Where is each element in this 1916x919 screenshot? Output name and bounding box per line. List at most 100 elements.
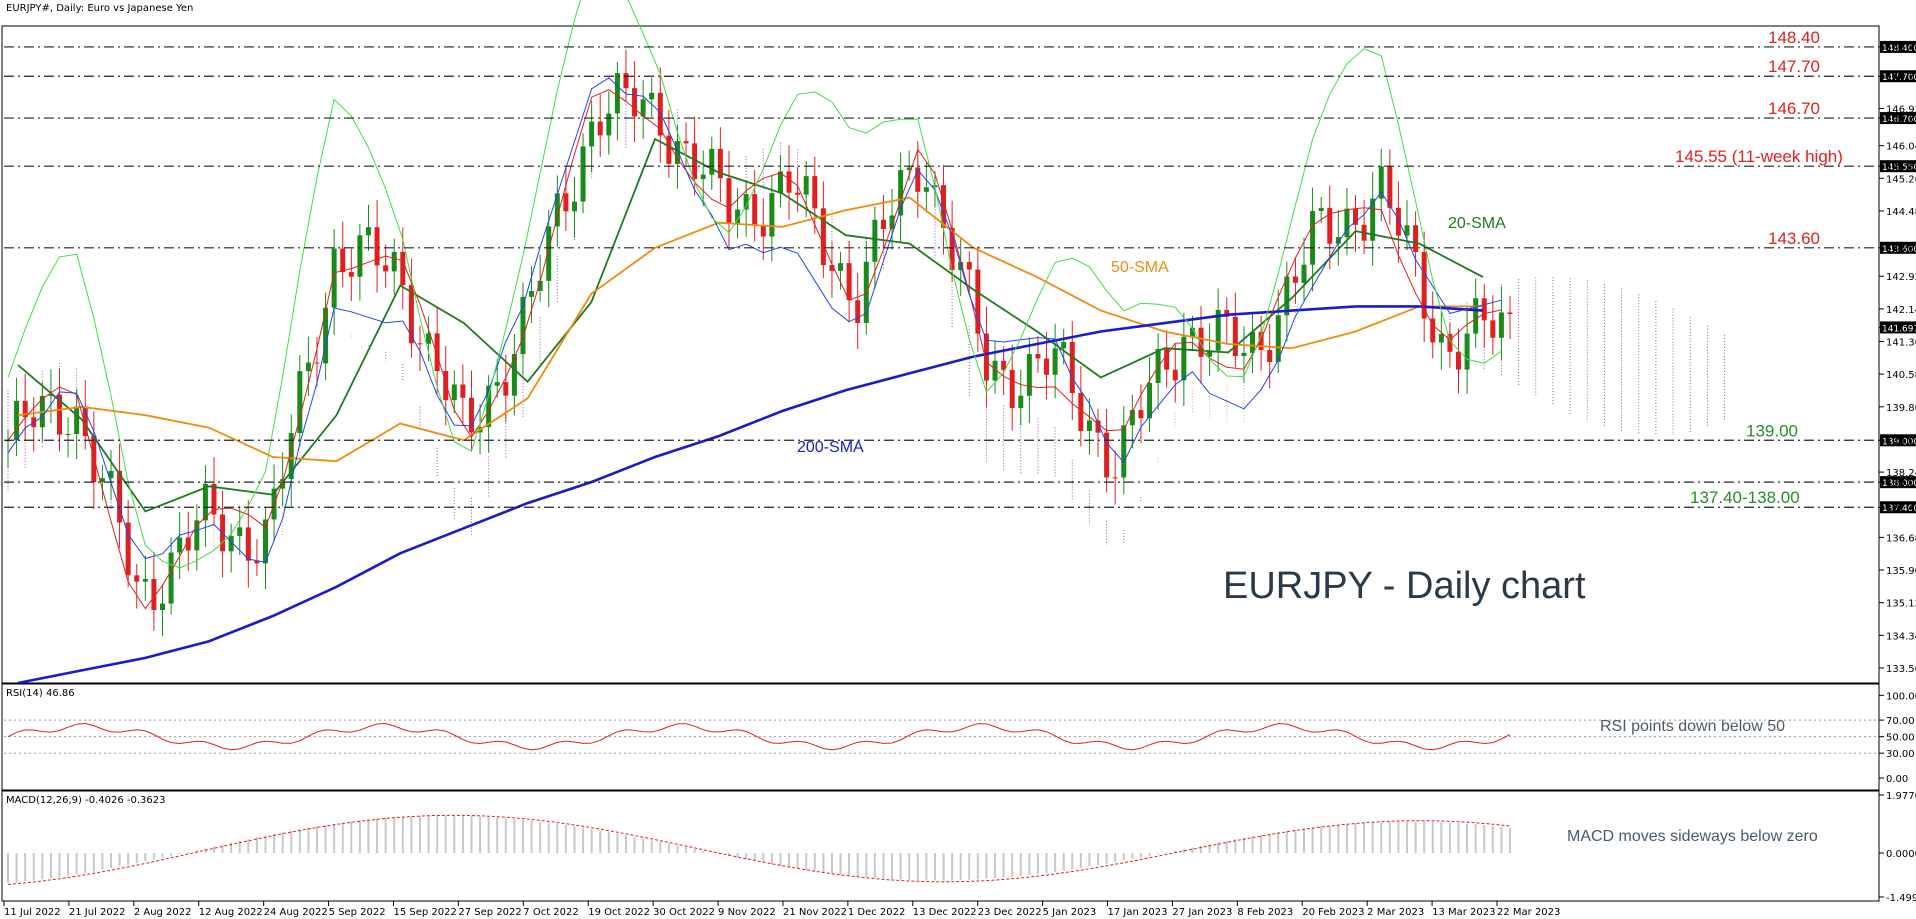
level-price-label: 145.550 [1882,163,1916,173]
time-tick-label: 1 Dec 2022 [848,907,906,918]
candle-body [1001,360,1007,370]
candle-body [1224,309,1230,317]
candle-body [1018,395,1024,408]
macd-note: MACD moves sideways below zero [1567,828,1818,845]
rsi-tick-label: 100.00 [1886,691,1916,702]
candle-body [1147,382,1153,419]
candle-body [74,406,80,434]
candle-body [760,225,766,237]
macd-header: MACD(12,26,9) -0.4026 -0.3623 [6,795,166,806]
price-tick-label: 135.900 [1886,566,1916,577]
price-tick-label: 148.400 [1886,43,1916,54]
candle-body [1490,320,1496,338]
candle-body [357,235,363,277]
series-line-50-sma [17,196,1483,463]
time-tick-label: 27 Sep 2022 [458,907,521,918]
candle-body [1086,420,1092,431]
candle-body [1327,207,1333,244]
price-tick-label: 133.560 [1886,664,1916,675]
candle-body [1189,327,1195,337]
candle-body [417,343,423,345]
candle-body [348,272,354,277]
candle-body [735,209,741,224]
candle-body [1250,331,1256,353]
candle-body [743,194,749,210]
chart-header: EURJPY#, Daily: Euro vs Japanese Yen [6,3,193,14]
time-tick-label: 11 Jul 2022 [4,907,61,918]
candle-body [657,92,663,136]
candle-body [597,121,603,136]
candle-body [880,219,886,229]
candle-body [1421,251,1427,319]
candle-body [674,141,680,164]
candle-body [494,382,500,386]
candle-body [168,552,174,604]
level-label: 147.70 [1768,57,1820,76]
candle-body [1095,420,1101,433]
time-tick-label: 2 Mar 2023 [1367,907,1424,918]
candle-body [125,522,131,576]
level-price-label: 148.400 [1882,44,1916,54]
macd-signal-line [7,814,1511,885]
candle-body [1498,312,1504,338]
candle-body [1413,225,1419,252]
level-price-box [1880,241,1916,254]
candle-body [14,400,20,441]
candle-body [305,362,311,372]
support-resistance-levels: 148.400 148.40 147.700 147.70 146.700 146.70 1… [4,28,1916,514]
level-price-label: 138.000 [1882,479,1916,489]
time-tick-label: 12 Aug 2022 [199,907,263,918]
level-price-label: 137.400 [1882,504,1916,514]
candle-body [941,185,947,228]
candle-body [623,73,629,89]
candle-body [228,535,234,552]
candle-body [872,219,878,262]
candle-body [1447,333,1453,352]
candle-body [22,400,28,418]
candle-body [1267,350,1273,363]
candle-body [795,192,801,195]
candle-body [151,579,157,611]
candle-body [1370,198,1376,241]
candle-body [177,537,183,553]
candle-body [1395,207,1401,236]
candle-body [486,385,492,428]
candle-body [391,251,397,272]
level-price-box [1880,160,1916,173]
chikou-line [7,0,1502,569]
candle-body [649,92,655,100]
candle-body [1464,333,1470,370]
candle-body [254,560,260,564]
candle-body [134,575,140,582]
level-price-box [1880,70,1916,83]
candle-body [1430,318,1436,343]
candle-body [1438,333,1444,343]
candle-body [1061,341,1067,349]
time-tick-label: 21 Nov 2022 [783,907,847,918]
price-tick-label: 139.000 [1886,436,1916,447]
candle-body [820,208,826,266]
tenkan-line [7,89,1502,610]
candle-body [1009,369,1015,408]
price-tick-label: 136.680 [1886,533,1916,544]
candle-body [520,296,526,355]
time-tick-label: 30 Oct 2022 [653,907,715,918]
candle-body [365,227,371,236]
time-tick-label: 13 Dec 2022 [913,907,977,918]
rsi-note: RSI points down below 50 [1600,718,1785,735]
candle-body [606,113,612,136]
time-tick-label: 24 Aug 2022 [264,907,328,918]
candle-body [159,603,165,611]
candle-body [949,227,955,271]
candle-body [340,248,346,273]
candle-body [855,300,861,323]
candle-body [1473,298,1479,334]
level-price-label: 147.700 [1882,73,1916,83]
time-tick-label: 7 Oct 2022 [523,907,578,918]
candle-body [1292,276,1298,283]
candle-body [383,265,389,272]
level-price-box [1880,476,1916,489]
candle-body [529,290,535,297]
